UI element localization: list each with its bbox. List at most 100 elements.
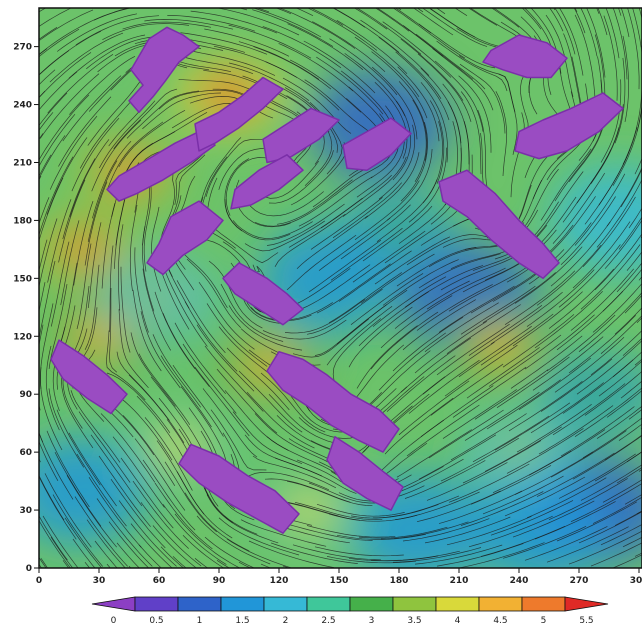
streamline-516 xyxy=(448,463,530,503)
streamline-57 xyxy=(74,496,128,567)
streamline-448 xyxy=(386,148,433,221)
streamline-647 xyxy=(532,8,533,9)
streamline-483 xyxy=(332,8,400,53)
streamline-711 xyxy=(590,329,642,376)
streamline-199 xyxy=(182,343,237,414)
streamline-70 xyxy=(60,220,80,306)
streamline-521 xyxy=(444,344,518,397)
streamline-676 xyxy=(578,511,642,544)
streamline-367 xyxy=(320,174,392,229)
colorbar-label-6: 3 xyxy=(369,616,375,626)
streamline-171 xyxy=(150,376,202,449)
streamline-778 xyxy=(627,8,640,90)
streamline-468 xyxy=(392,316,464,372)
streamline-745 xyxy=(628,207,642,229)
streamline-157 xyxy=(79,98,134,169)
streamline-274 xyxy=(242,471,330,491)
streamline-689 xyxy=(582,196,636,268)
streamline-217 xyxy=(204,536,255,568)
streamline-419 xyxy=(362,205,433,262)
streamline-165 xyxy=(162,504,227,565)
streamline-399 xyxy=(265,61,340,111)
streamline-637 xyxy=(540,148,592,221)
streamline-654 xyxy=(552,383,626,436)
streamline-712 xyxy=(600,315,642,354)
streamline-152 xyxy=(129,204,138,291)
streamline-32 xyxy=(54,451,102,527)
streamline-400 xyxy=(253,46,332,90)
streamline-374 xyxy=(238,41,320,80)
streamline-386 xyxy=(332,318,382,387)
streamline-130 xyxy=(58,96,112,167)
streamline-428 xyxy=(287,23,364,71)
streamline-679 xyxy=(572,435,642,480)
streamline-252 xyxy=(216,368,278,434)
streamline-183 xyxy=(107,121,164,189)
streamline-466 xyxy=(408,359,480,414)
streamline-536 xyxy=(382,21,452,78)
streamline-672 xyxy=(524,8,554,53)
streamline-14 xyxy=(18,273,33,358)
streamline-572 xyxy=(494,402,571,451)
streamline-611 xyxy=(510,112,525,198)
streamline-292 xyxy=(158,89,244,110)
streamline-623 xyxy=(526,477,607,519)
x-tick-label-1: 30 xyxy=(93,576,106,586)
streamline-681 xyxy=(574,387,642,437)
streamline-354 xyxy=(316,503,405,517)
streamline-675 xyxy=(568,530,642,565)
streamline-597 xyxy=(514,451,594,495)
streamline-507 xyxy=(371,51,428,119)
streamline-60 xyxy=(68,432,117,507)
streamline-218 xyxy=(196,515,271,565)
streamline-80 xyxy=(39,8,72,27)
hotspot-3 xyxy=(469,327,529,364)
streamline-742 xyxy=(616,262,642,293)
streamline-464 xyxy=(406,404,480,457)
streamline-295 xyxy=(167,15,256,32)
building-6 xyxy=(230,154,304,210)
streamline-373 xyxy=(229,62,310,101)
streamline-429 xyxy=(278,8,356,49)
streamline-496 xyxy=(424,302,499,352)
streamline-562 xyxy=(400,38,464,101)
streamline-144 xyxy=(128,374,185,444)
streamline-504 xyxy=(412,99,427,182)
streamline-734 xyxy=(626,451,642,463)
colorbar-segment-10 xyxy=(521,596,566,612)
streamline-403 xyxy=(310,8,344,26)
streamline-272 xyxy=(240,519,327,547)
streamline-255 xyxy=(228,305,303,351)
streamline-102 xyxy=(49,115,98,190)
streamline-475 xyxy=(408,147,447,223)
streamline-241 xyxy=(122,21,212,30)
streamline-569 xyxy=(482,475,564,515)
streamline-680 xyxy=(582,417,642,459)
colorbar-segment-0 xyxy=(91,596,136,612)
streamline-23 xyxy=(0,81,33,150)
streamline-192 xyxy=(184,492,250,552)
streamline-678 xyxy=(580,464,642,501)
streamline-145 xyxy=(138,353,191,425)
streamline-210 xyxy=(118,109,186,168)
calm-zone-4 xyxy=(39,435,149,546)
streamline-627 xyxy=(530,382,605,434)
streamline-660 xyxy=(558,244,621,308)
streamline-632 xyxy=(526,269,595,327)
streamline-366 xyxy=(310,197,383,250)
streamline-427 xyxy=(278,43,354,92)
streamline-138 xyxy=(140,502,202,567)
x-tick-label-6: 180 xyxy=(390,576,409,586)
streamline-110 xyxy=(108,521,150,568)
x-tick-label-8: 240 xyxy=(510,576,529,586)
streamline-492 xyxy=(420,385,494,437)
streamline-663 xyxy=(552,172,605,244)
streamline-718 xyxy=(606,166,642,227)
streamline-389 xyxy=(328,272,402,324)
streamline-433 xyxy=(380,521,469,540)
streamline-452 xyxy=(304,79,374,136)
streamline-495 xyxy=(414,321,487,374)
streamline-604 xyxy=(512,291,583,347)
streamline-230 xyxy=(208,260,263,329)
streamline-533 xyxy=(397,66,440,142)
